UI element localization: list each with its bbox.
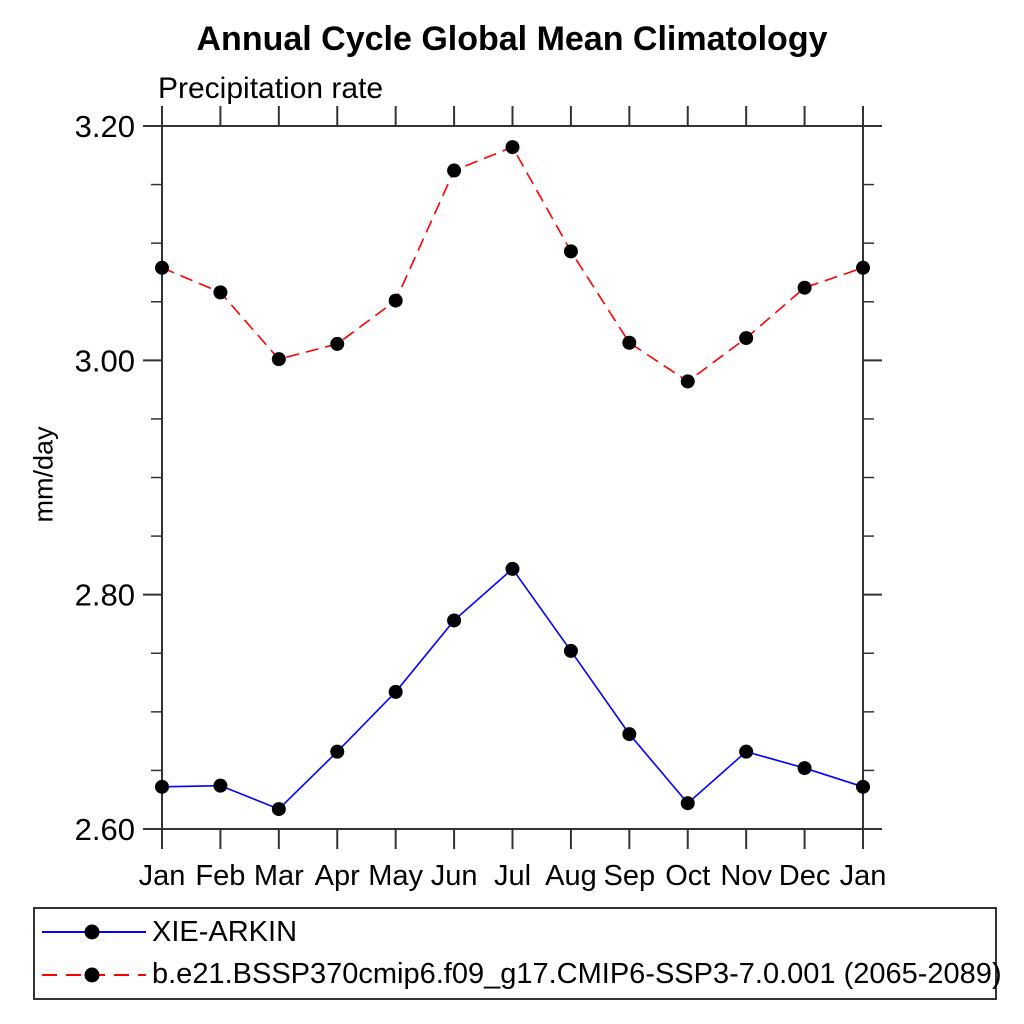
data-point-marker — [388, 293, 403, 308]
plot-frame — [161, 125, 864, 830]
y-tick-label: 2.80 — [75, 578, 135, 613]
legend-line-sample-dashed — [42, 967, 146, 983]
data-point-marker — [447, 163, 462, 178]
series-line-solid — [161, 567, 864, 811]
y-tick-label: 3.20 — [75, 109, 135, 144]
data-point-marker — [505, 140, 520, 155]
data-point-marker — [447, 613, 462, 628]
x-tick-label: Jan — [840, 860, 887, 892]
data-point-marker — [505, 561, 520, 576]
legend-marker-dot — [84, 967, 100, 983]
data-point-marker — [856, 779, 870, 794]
series-line-dashed — [161, 146, 864, 383]
x-tick-label: Sep — [604, 860, 656, 892]
chart-subtitle-left: Precipitation rate — [158, 72, 384, 105]
data-point-marker — [739, 744, 754, 759]
data-point-marker — [680, 796, 695, 811]
x-tick-label: Nov — [720, 860, 772, 892]
x-tick-label: May — [368, 860, 423, 892]
legend-label: XIE-ARKIN — [152, 915, 298, 948]
x-tick-label: Jul — [494, 860, 531, 892]
legend-marker-dot — [84, 924, 100, 940]
data-point-marker — [155, 260, 169, 275]
data-point-marker — [213, 778, 228, 793]
x-tick-label: Aug — [545, 860, 597, 892]
data-point-marker — [330, 744, 345, 759]
x-tick-label: Jan — [139, 860, 186, 892]
y-tick-label: 2.60 — [75, 812, 135, 847]
data-point-marker — [271, 802, 286, 817]
data-point-marker — [622, 727, 637, 742]
data-point-marker — [739, 331, 754, 346]
data-point-marker — [271, 352, 286, 367]
x-tick-label: Jun — [431, 860, 478, 892]
x-tick-label: Mar — [254, 860, 304, 892]
x-tick-label: Apr — [315, 860, 360, 892]
data-point-marker — [563, 244, 578, 259]
data-point-marker — [563, 643, 578, 658]
data-point-marker — [797, 280, 812, 295]
legend-label: b.e21.BSSP370cmip6.f09_g17.CMIP6-SSP3-7.… — [152, 958, 1002, 991]
x-tick-label: Dec — [779, 860, 831, 892]
x-tick-label: Feb — [195, 860, 245, 892]
y-tick-label: 3.00 — [75, 343, 135, 378]
data-point-marker — [797, 761, 812, 776]
legend-box: XIE-ARKIN b.e21.BSSP370cmip6.f09_g17.CMI… — [33, 907, 1002, 1000]
data-point-marker — [622, 335, 637, 350]
data-point-marker — [330, 336, 345, 351]
legend-item-model: b.e21.BSSP370cmip6.f09_g17.CMIP6-SSP3-7.… — [41, 958, 1002, 991]
data-point-marker — [155, 779, 169, 794]
data-point-marker — [388, 684, 403, 699]
legend-line-sample-solid — [42, 924, 146, 940]
legend-item-xie-arkin: XIE-ARKIN — [41, 916, 991, 949]
data-point-marker — [856, 260, 870, 275]
x-tick-label: Oct — [665, 860, 710, 892]
chart-title: Annual Cycle Global Mean Climatology — [196, 20, 828, 58]
data-point-marker — [680, 374, 695, 389]
data-point-marker — [213, 285, 228, 300]
